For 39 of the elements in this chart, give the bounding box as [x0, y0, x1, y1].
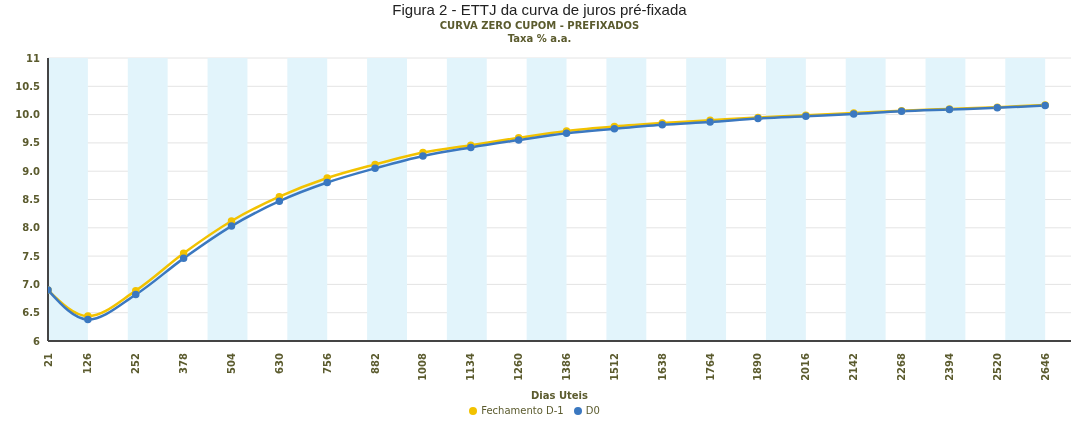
x-tick-label: 2520: [991, 352, 1003, 381]
chart-title: Figura 2 - ETTJ da curva de juros pré-fixada: [391, 1, 688, 18]
x-axis-title: Dias Uteis: [531, 390, 589, 401]
x-tick-label: 1008: [417, 352, 429, 381]
legend-label: D0: [585, 405, 600, 416]
x-tick-label: 2394: [943, 352, 955, 381]
x-tick-label: 1260: [513, 352, 525, 381]
x-tick-label: 630: [273, 352, 285, 374]
y-tick-label: 9.0: [22, 165, 41, 177]
y-tick-label: 6.5: [22, 307, 41, 319]
x-tick-label: 2142: [848, 352, 860, 381]
x-tick-label: 504: [225, 352, 237, 374]
y-tick-label: 8.5: [22, 194, 41, 206]
y-tick-label: 11: [26, 52, 41, 64]
x-tick-label: 1512: [608, 352, 620, 381]
y-axis-title: Taxa % a.a.: [506, 33, 573, 44]
x-tick-label: 756: [321, 352, 333, 374]
x-tick-label: 1890: [752, 352, 764, 381]
x-tick-label: 378: [178, 352, 190, 374]
y-tick-label: 8.0: [22, 222, 41, 234]
x-tick-label: 21: [42, 352, 54, 367]
x-tick-label: 252: [130, 352, 142, 374]
x-tick-label: 2646: [1039, 352, 1051, 381]
y-tick-label: 7.5: [22, 250, 41, 262]
legend-label: Fechamento D-1: [481, 405, 564, 416]
x-tick-label: 1638: [656, 352, 668, 381]
x-tick-label: 1134: [465, 352, 477, 381]
chart-subtitle: CURVA ZERO CUPOM - PREFIXADOS: [438, 20, 641, 31]
y-tick-label: 6: [33, 335, 41, 347]
y-tick-label: 10.5: [15, 80, 41, 92]
y-tick-label: 7.0: [22, 278, 41, 290]
x-tick-label: 2268: [896, 352, 908, 381]
y-tick-label: 10.0: [15, 109, 41, 121]
x-tick-label: 1386: [561, 352, 573, 381]
x-tick-label: 882: [369, 352, 381, 374]
y-tick-label: 9.5: [22, 137, 41, 149]
x-tick-label: 1764: [704, 352, 716, 381]
x-tick-label: 126: [82, 352, 94, 374]
x-tick-label: 2016: [800, 352, 812, 381]
